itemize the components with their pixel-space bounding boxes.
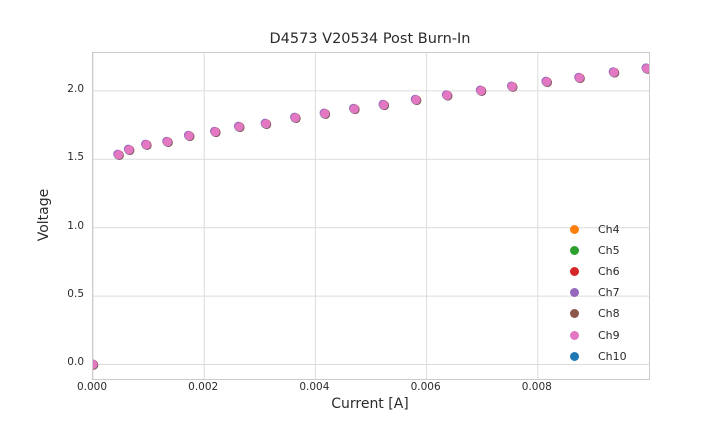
- data-point-ch9: [184, 131, 194, 141]
- data-point-ch9: [442, 90, 452, 100]
- plot-canvas: [93, 53, 649, 379]
- legend-label: Ch9: [598, 328, 620, 342]
- y-tick-label: 1.5: [67, 151, 84, 164]
- plot-area: Ch4 Ch5 Ch6 Ch7 Ch8 Ch9 Ch10: [92, 52, 650, 380]
- data-point-ch9: [261, 119, 271, 129]
- y-tick-label: 2.0: [67, 82, 84, 95]
- data-point-ch9: [320, 109, 330, 119]
- legend: Ch4 Ch5 Ch6 Ch7 Ch8 Ch9 Ch10: [565, 219, 627, 367]
- data-point-ch9: [210, 127, 220, 137]
- data-point-ch9: [609, 67, 619, 77]
- data-point-ch9: [379, 100, 389, 110]
- x-tick-label: 0.008: [521, 381, 552, 393]
- legend-marker-icon: [570, 267, 579, 277]
- legend-item-ch10: Ch10: [565, 346, 627, 367]
- legend-label: Ch5: [598, 244, 620, 258]
- y-tick-label: 0.0: [67, 356, 84, 369]
- legend-marker-icon: [570, 246, 579, 256]
- data-point-ch9: [124, 145, 134, 155]
- data-point-ch9: [114, 150, 124, 160]
- chart-title: D4573 V20534 Post Burn-In: [269, 31, 471, 47]
- legend-marker-icon: [570, 351, 579, 361]
- legend-item-ch7: Ch7: [565, 282, 627, 303]
- legend-item-ch9: Ch9: [565, 324, 627, 345]
- data-point-ch9: [163, 137, 173, 147]
- x-tick-label: 0.006: [410, 381, 441, 393]
- legend-item-ch6: Ch6: [565, 261, 627, 282]
- legend-label: Ch8: [598, 307, 620, 321]
- y-axis-label: Voltage: [36, 188, 52, 242]
- legend-label: Ch7: [598, 286, 620, 300]
- data-point-ch9: [575, 73, 584, 83]
- legend-label: Ch10: [598, 349, 627, 363]
- legend-marker-icon: [570, 225, 579, 235]
- x-axis-label: Current [A]: [331, 396, 409, 412]
- data-point-ch9: [542, 77, 552, 87]
- data-point-ch9: [141, 140, 151, 150]
- legend-item-ch4: Ch4: [565, 219, 627, 240]
- data-point-ch9: [234, 122, 244, 132]
- x-tick-label: 0.004: [299, 381, 330, 393]
- legend-item-ch8: Ch8: [565, 303, 627, 324]
- y-tick-label: 0.5: [67, 288, 84, 301]
- legend-label: Ch6: [598, 265, 620, 279]
- legend-label: Ch4: [598, 223, 620, 237]
- data-point-ch9: [290, 113, 300, 123]
- legend-marker-icon: [570, 330, 579, 340]
- data-point-ch9: [507, 82, 517, 92]
- y-tick-label: 1.0: [67, 219, 84, 232]
- data-point-ch9: [349, 104, 359, 114]
- legend-item-ch5: Ch5: [565, 240, 627, 261]
- data-point-ch9: [93, 360, 98, 369]
- data-point-ch9: [411, 95, 421, 105]
- legend-marker-icon: [570, 288, 579, 298]
- data-point-ch9: [476, 86, 486, 96]
- legend-marker-icon: [570, 309, 579, 319]
- x-tick-label: 0.000: [76, 381, 108, 393]
- x-tick-label: 0.002: [188, 381, 219, 393]
- data-point-ch9: [642, 64, 649, 74]
